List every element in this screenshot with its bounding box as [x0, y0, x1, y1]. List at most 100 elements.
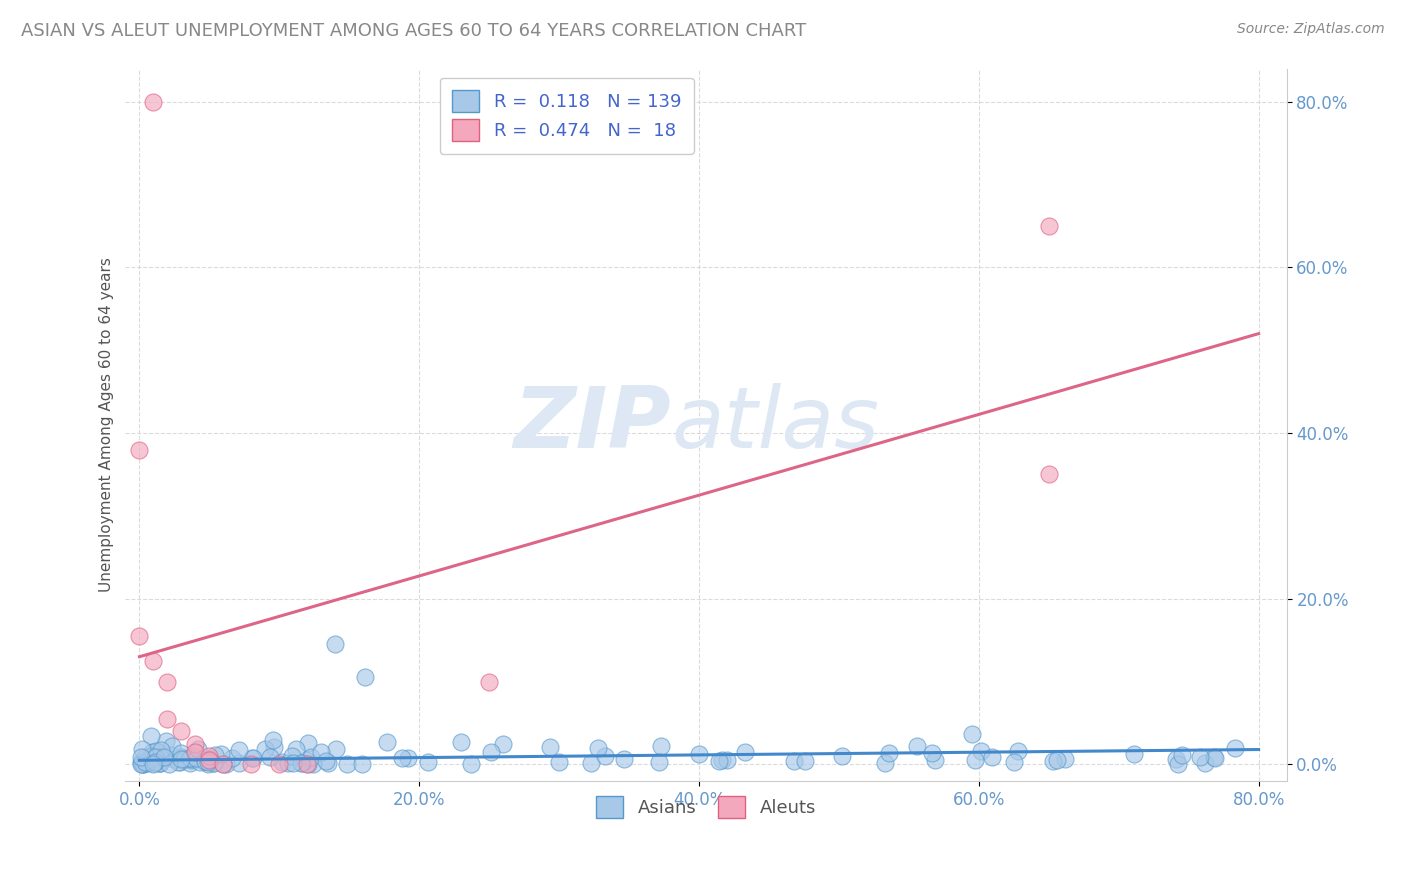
Text: atlas: atlas: [671, 384, 879, 467]
Point: [240, 757, 263, 772]
Point: [271, 755, 294, 769]
Point: [155, 733, 177, 747]
Point: [180, 753, 202, 767]
Point: [162, 752, 184, 766]
Point: [1223, 741, 1246, 756]
Point: [963, 753, 986, 767]
Point: [212, 756, 235, 771]
Point: [302, 756, 325, 771]
Point: [141, 748, 163, 763]
Point: [134, 749, 156, 764]
Point: [877, 747, 900, 761]
Point: [734, 745, 756, 759]
Point: [170, 724, 193, 739]
Point: [650, 739, 672, 753]
Point: [240, 751, 263, 765]
Text: Source: ZipAtlas.com: Source: ZipAtlas.com: [1237, 22, 1385, 37]
Point: [221, 750, 243, 764]
Point: [831, 749, 853, 764]
Point: [228, 742, 250, 756]
Point: [198, 749, 221, 764]
Point: [1038, 219, 1060, 233]
Point: [139, 729, 162, 743]
Point: [179, 751, 201, 765]
Point: [1123, 747, 1146, 761]
Point: [1002, 755, 1025, 769]
Point: [169, 746, 191, 760]
Point: [297, 736, 319, 750]
Point: [187, 742, 209, 756]
Point: [166, 755, 188, 769]
Point: [1171, 748, 1194, 763]
Point: [142, 756, 165, 771]
Point: [149, 750, 172, 764]
Point: [170, 752, 193, 766]
Point: [315, 754, 337, 768]
Point: [188, 756, 211, 770]
Point: [180, 753, 202, 767]
Point: [197, 756, 219, 770]
Point: [141, 746, 163, 760]
Point: [173, 752, 195, 766]
Point: [478, 674, 501, 689]
Point: [138, 755, 160, 769]
Point: [281, 749, 304, 764]
Point: [1167, 756, 1189, 771]
Point: [184, 745, 207, 759]
Point: [136, 755, 159, 769]
Point: [142, 95, 165, 109]
Point: [290, 756, 312, 770]
Point: [143, 755, 166, 769]
Point: [297, 756, 319, 771]
Point: [180, 751, 202, 765]
Point: [259, 750, 281, 764]
Point: [418, 755, 440, 769]
Point: [450, 735, 472, 749]
Point: [793, 754, 815, 768]
Point: [710, 753, 733, 767]
Point: [202, 756, 225, 770]
Point: [184, 737, 207, 751]
Point: [149, 756, 172, 770]
Point: [128, 629, 150, 643]
Point: [396, 751, 419, 765]
Point: [980, 750, 1002, 764]
Point: [228, 756, 250, 770]
Point: [145, 743, 167, 757]
Point: [1166, 752, 1188, 766]
Point: [131, 742, 153, 756]
Point: [169, 755, 191, 769]
Point: [129, 756, 152, 770]
Point: [709, 754, 731, 768]
Point: [391, 750, 413, 764]
Point: [593, 748, 616, 763]
Point: [156, 712, 179, 726]
Point: [132, 757, 155, 772]
Point: [613, 752, 636, 766]
Point: [716, 753, 738, 767]
Point: [316, 756, 339, 770]
Point: [142, 756, 165, 771]
Point: [269, 757, 291, 772]
Point: [128, 442, 150, 457]
Point: [194, 755, 217, 769]
Point: [212, 757, 235, 772]
Point: [142, 654, 165, 668]
Point: [186, 750, 208, 764]
Point: [323, 637, 346, 651]
Point: [160, 747, 183, 762]
Point: [153, 751, 176, 765]
Point: [295, 753, 318, 767]
Point: [204, 748, 226, 763]
Legend: Asians, Aleuts: Asians, Aleuts: [589, 789, 823, 825]
Point: [1007, 743, 1029, 757]
Point: [263, 740, 285, 755]
Point: [290, 756, 312, 771]
Point: [538, 739, 561, 754]
Point: [135, 756, 157, 771]
Point: [353, 670, 375, 684]
Point: [688, 747, 710, 761]
Point: [202, 756, 225, 771]
Point: [131, 756, 153, 771]
Point: [1202, 749, 1225, 764]
